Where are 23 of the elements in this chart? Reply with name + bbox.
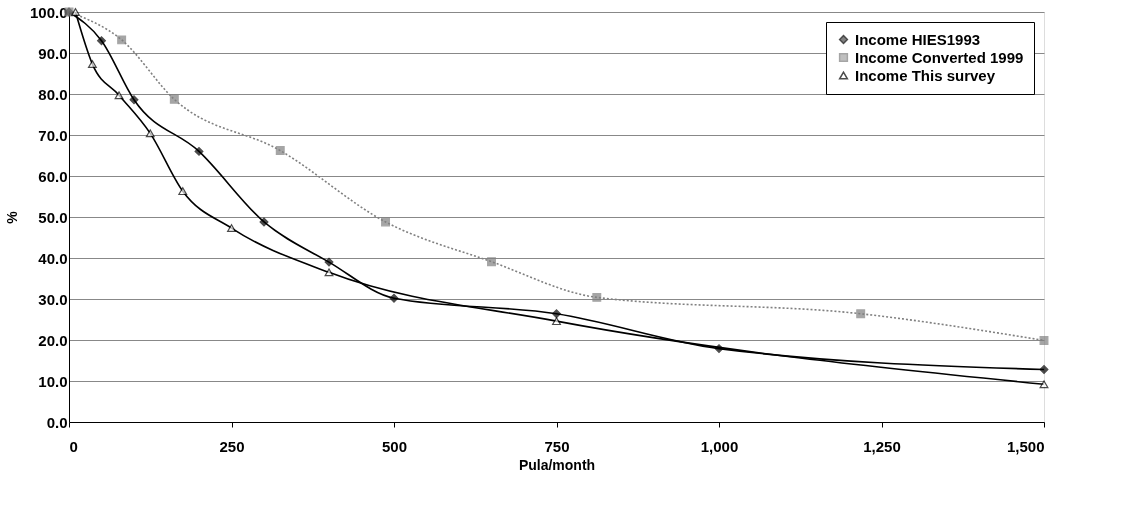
y-tick-label: 40.0: [38, 249, 68, 267]
x-tick-label: 750: [544, 437, 570, 455]
y-tick-label: 0.0: [46, 413, 68, 431]
legend-label: Income This survey: [855, 66, 996, 84]
legend-label: Income Converted 1999: [855, 48, 1024, 66]
x-tick-label: 0: [69, 437, 78, 455]
x-tick-label: 1,000: [700, 437, 739, 455]
y-tick-label: 10.0: [38, 372, 68, 390]
y-tick-label: 20.0: [38, 331, 68, 349]
y-tick-label: 30.0: [38, 290, 68, 308]
x-tick-label: 250: [219, 437, 245, 455]
x-tick-label: 1,250: [863, 437, 901, 455]
y-tick-label: 80.0: [38, 85, 68, 103]
y-tick-label: 90.0: [38, 44, 68, 62]
x-axis-title: Pula/month: [518, 456, 596, 473]
y-axis-title: %: [3, 210, 20, 224]
y-tick-label: 100.0: [29, 3, 68, 21]
x-tick-label: 500: [381, 437, 408, 455]
y-tick-label: 60.0: [38, 167, 68, 185]
x-tick-label: 1,500: [1006, 437, 1045, 455]
legend-label: Income HIES1993: [855, 30, 981, 48]
y-tick-label: 50.0: [38, 208, 68, 226]
y-tick-label: 70.0: [38, 126, 68, 144]
